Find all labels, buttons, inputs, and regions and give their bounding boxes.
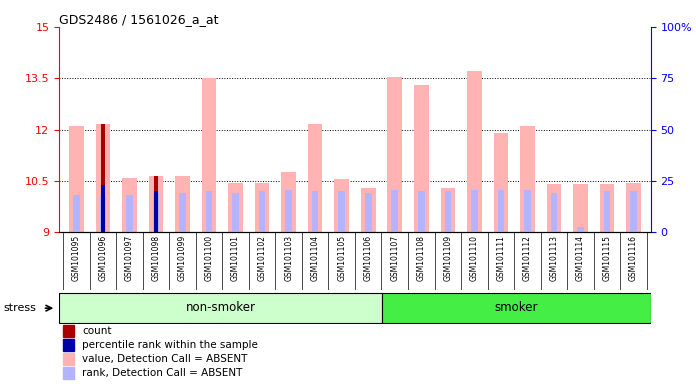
Text: GSM101108: GSM101108: [417, 235, 426, 281]
Bar: [334, 179, 349, 232]
Bar: [498, 190, 504, 232]
Bar: [546, 184, 561, 232]
Text: GSM101099: GSM101099: [178, 235, 187, 281]
Bar: [441, 188, 455, 232]
Bar: [180, 193, 186, 232]
Bar: [59, 293, 382, 323]
Text: GSM101110: GSM101110: [470, 235, 479, 281]
Text: GSM101095: GSM101095: [72, 235, 81, 281]
Text: GSM101103: GSM101103: [284, 235, 293, 281]
Bar: [102, 185, 104, 232]
Bar: [259, 191, 265, 232]
Text: GSM101113: GSM101113: [549, 235, 558, 281]
Bar: [122, 177, 136, 232]
Bar: [382, 293, 651, 323]
Text: GSM101115: GSM101115: [603, 235, 612, 281]
Text: GDS2486 / 1561026_a_at: GDS2486 / 1561026_a_at: [59, 13, 219, 26]
Bar: [471, 190, 477, 232]
Text: GSM101116: GSM101116: [629, 235, 638, 281]
Text: GSM101111: GSM101111: [496, 235, 505, 281]
Bar: [467, 71, 482, 232]
Bar: [391, 190, 398, 232]
Text: GSM101114: GSM101114: [576, 235, 585, 281]
Bar: [388, 76, 402, 232]
Text: GSM101100: GSM101100: [205, 235, 214, 281]
Bar: [228, 183, 243, 232]
Text: GSM101106: GSM101106: [364, 235, 373, 281]
Text: stress: stress: [3, 303, 35, 313]
Bar: [155, 190, 157, 232]
Bar: [626, 183, 641, 232]
Text: non-smoker: non-smoker: [186, 301, 255, 314]
Text: GSM101107: GSM101107: [390, 235, 400, 281]
Bar: [520, 126, 535, 232]
Text: GSM101096: GSM101096: [98, 235, 107, 281]
Bar: [365, 193, 372, 232]
Bar: [281, 172, 296, 232]
Bar: [63, 367, 74, 379]
Bar: [338, 191, 345, 232]
Bar: [577, 227, 584, 232]
Text: GSM101101: GSM101101: [231, 235, 240, 281]
Bar: [63, 339, 74, 351]
Text: GSM101112: GSM101112: [523, 235, 532, 281]
Text: smoker: smoker: [495, 301, 538, 314]
Bar: [95, 124, 110, 232]
Bar: [175, 176, 190, 232]
Bar: [69, 126, 84, 232]
Text: GSM101109: GSM101109: [443, 235, 452, 281]
Text: GSM101097: GSM101097: [125, 235, 134, 281]
Text: GSM101098: GSM101098: [152, 235, 161, 281]
Bar: [524, 190, 530, 232]
Bar: [152, 193, 159, 232]
Text: GSM101105: GSM101105: [337, 235, 346, 281]
Bar: [63, 353, 74, 365]
Bar: [631, 191, 637, 232]
Bar: [63, 325, 74, 337]
Bar: [445, 191, 451, 232]
Text: GSM101104: GSM101104: [310, 235, 319, 281]
Text: percentile rank within the sample: percentile rank within the sample: [82, 340, 258, 350]
Bar: [73, 195, 79, 232]
Bar: [149, 176, 164, 232]
Bar: [206, 191, 212, 232]
Bar: [154, 176, 158, 232]
Bar: [101, 124, 105, 232]
Bar: [202, 78, 216, 232]
Bar: [255, 183, 269, 232]
Text: GSM101102: GSM101102: [258, 235, 267, 281]
Text: value, Detection Call = ABSENT: value, Detection Call = ABSENT: [82, 354, 248, 364]
Bar: [100, 195, 106, 232]
Bar: [126, 195, 133, 232]
Bar: [574, 184, 587, 232]
Bar: [551, 193, 557, 232]
Bar: [312, 191, 319, 232]
Bar: [361, 188, 376, 232]
Bar: [600, 184, 615, 232]
Bar: [308, 124, 322, 232]
Text: rank, Detection Call = ABSENT: rank, Detection Call = ABSENT: [82, 368, 242, 378]
Bar: [603, 191, 610, 232]
Text: count: count: [82, 326, 111, 336]
Bar: [493, 133, 508, 232]
Bar: [285, 190, 292, 232]
Bar: [414, 85, 429, 232]
Bar: [418, 191, 425, 232]
Bar: [232, 193, 239, 232]
